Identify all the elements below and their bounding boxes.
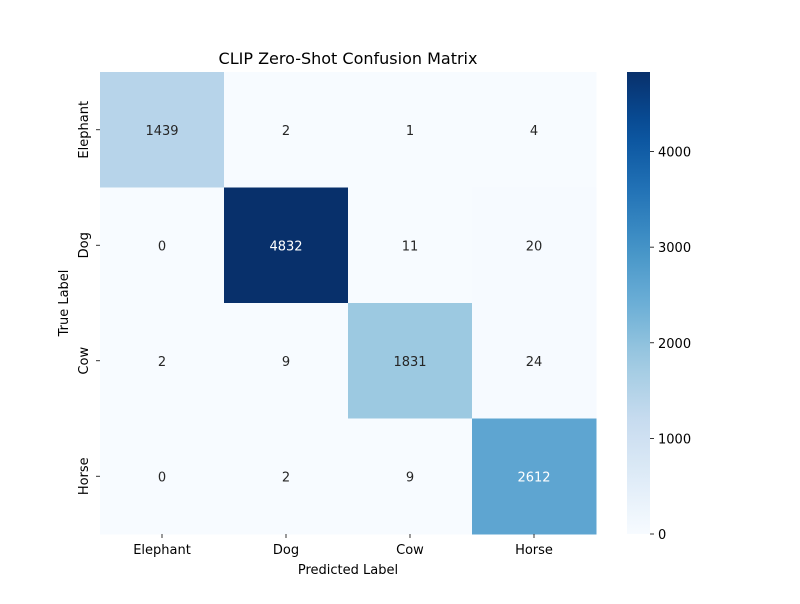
cell-value-label: 11 [402,239,419,254]
colorbar-tick-label: 3000 [658,241,691,256]
heatmap-cell [348,303,473,419]
heatmap-cell [100,418,225,535]
heatmap-cell [472,187,597,304]
cell-value-label: 24 [526,355,543,370]
y-tick-labels: Elephant Dog Cow Horse [77,101,100,495]
cell-value-label: 9 [282,355,290,370]
cell-value-label: 2 [282,470,290,485]
colorbar-tick-label: 0 [658,528,666,543]
heatmap-cell [472,303,597,419]
cell-value-label: 0 [158,470,166,485]
cell-value-label: 9 [406,470,414,485]
cell-value-label: 2 [282,124,290,139]
heatmap-cell [348,72,473,188]
heatmap-cell [224,303,349,419]
x-tick-label: Horse [515,543,553,558]
colorbar-tick-label: 1000 [658,432,691,447]
y-axis-label: True Label [57,270,72,338]
y-tick-label: Elephant [77,101,92,159]
heatmap-cell [100,303,225,419]
cell-value-label: 1 [406,124,414,139]
colorbar-tick-label: 4000 [658,146,691,161]
x-tick-label: Elephant [133,543,191,558]
cell-value-label: 2 [158,355,166,370]
cell-value-label: 1831 [393,355,426,370]
cell-value-label: 0 [158,239,166,254]
heatmap-cell [224,72,349,188]
y-tick-label: Cow [77,347,92,375]
colorbar-gradient [627,72,650,534]
x-tick-labels: Elephant Dog Cow Horse [133,534,553,558]
heatmap-cell [348,187,473,304]
heatmap-cell [100,72,225,188]
y-tick-label: Horse [77,457,92,495]
colorbar-tick-label: 2000 [658,337,691,352]
heatmap-cell [100,187,225,304]
cell-value-label: 4832 [269,239,302,254]
y-tick-label: Dog [77,232,92,258]
cell-value-label: 1439 [145,124,178,139]
x-tick-label: Cow [396,543,424,558]
heatmap-cell [472,72,597,188]
cell-value-label: 2612 [517,470,550,485]
heatmap-cells: 1439 2 1 40 4832 11 202 9 1831 240 2 9 2612 [100,72,597,535]
heatmap-cell [472,418,597,535]
cell-value-label: 20 [526,239,543,254]
cell-value-label: 4 [530,124,538,139]
colorbar: 0 1000 2000 3000 4000 [627,72,691,543]
chart-title: CLIP Zero-Shot Confusion Matrix [219,49,478,68]
heatmap-cell [348,418,473,535]
x-axis-label: Predicted Label [298,563,398,578]
heatmap-cell [224,418,349,535]
x-tick-label: Dog [273,543,299,558]
heatmap-cell [224,187,349,304]
